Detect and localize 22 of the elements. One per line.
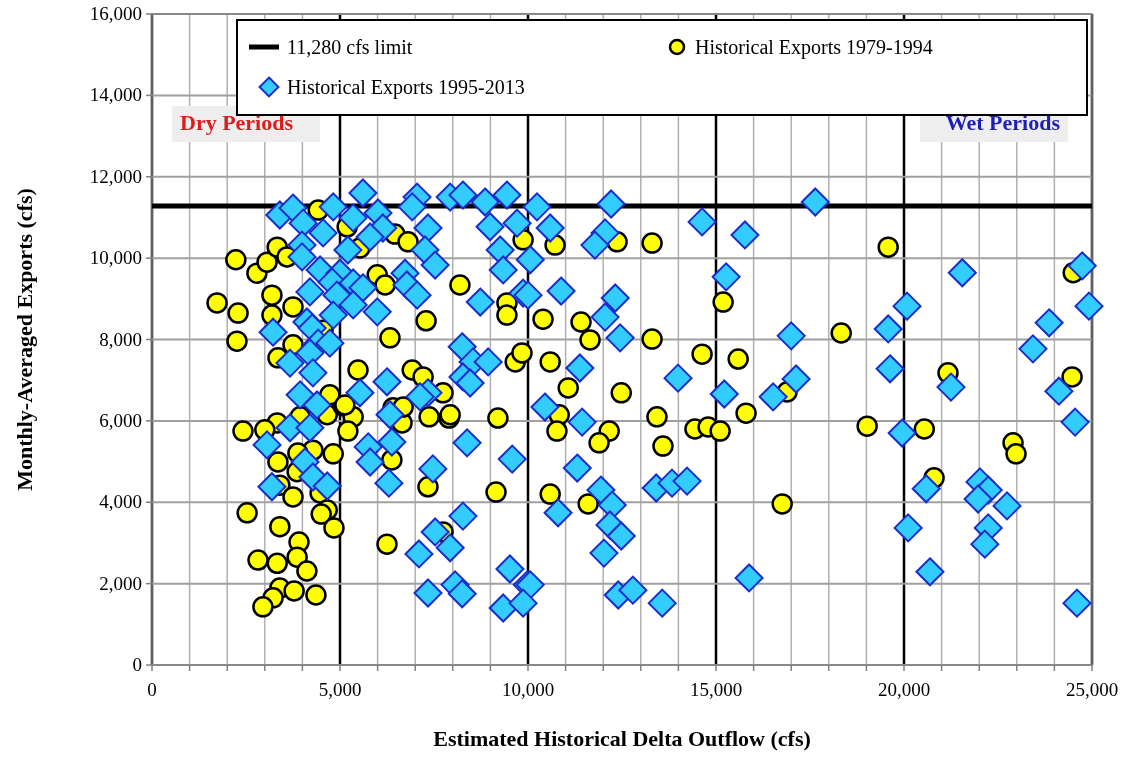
x-tick-label: 5,000 (318, 679, 362, 700)
legend-label: 11,280 cfs limit (287, 36, 413, 58)
annotation: Wet Periods (945, 110, 1061, 135)
y-tick-label: 0 (132, 654, 142, 675)
y-tick-label: 8,000 (99, 328, 142, 350)
y-tick-label: 16,000 (89, 3, 142, 24)
y-tick-label: 6,000 (99, 409, 142, 431)
x-tick-label: 20,000 (877, 679, 931, 700)
legend-label: Historical Exports 1995-2013 (287, 76, 525, 99)
y-axis-title: Monthly-Averaged Exports (cfs) (12, 188, 37, 491)
y-tick-label: 2,000 (99, 572, 142, 594)
x-tick-label: 10,000 (501, 679, 555, 700)
x-tick-label: 25,000 (1065, 679, 1119, 700)
annotation: Dry Periods (180, 110, 294, 135)
y-tick-label: 14,000 (89, 84, 142, 106)
x-tick-label: 0 (147, 679, 157, 700)
y-tick-label: 12,000 (89, 165, 142, 187)
legend-label: Historical Exports 1979-1994 (695, 36, 933, 59)
y-tick-label: 10,000 (89, 247, 142, 269)
x-axis-title: Estimated Historical Delta Outflow (cfs) (433, 726, 811, 751)
x-tick-label: 15,000 (689, 679, 743, 700)
y-tick-label: 4,000 (99, 491, 142, 513)
